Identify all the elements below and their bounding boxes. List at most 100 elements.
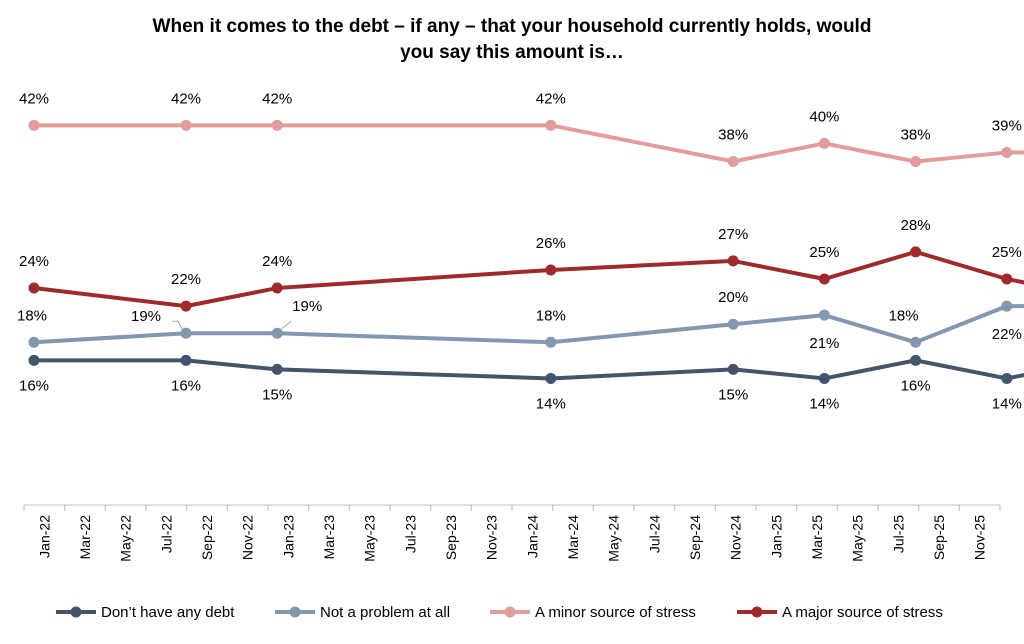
data-label: 14% xyxy=(809,395,839,412)
data-point xyxy=(271,327,283,339)
x-tick-label: Jan-23 xyxy=(280,515,296,558)
data-labels: 16%16%15%14%15%14%16%14%16%16%15%17%17%1… xyxy=(17,90,1022,412)
chart-title-line-1: When it comes to the debt – if any – tha… xyxy=(152,16,872,37)
x-tick-label: Mar-23 xyxy=(321,515,337,560)
label-leader-line xyxy=(280,320,292,330)
data-point xyxy=(271,282,283,294)
data-point xyxy=(1001,146,1013,158)
x-tick-label: Nov-25 xyxy=(972,515,988,560)
data-label: 15% xyxy=(718,386,748,403)
legend-label: A minor source of stress xyxy=(535,604,696,621)
x-tick-label: Jul-24 xyxy=(646,515,662,553)
legend: Don’t have any debt Not a problem at all A… xyxy=(56,604,943,621)
data-point xyxy=(1001,372,1013,384)
data-label: 18% xyxy=(17,307,47,324)
data-label: 18% xyxy=(536,307,566,324)
data-label: 42% xyxy=(536,90,566,107)
data-label: 22% xyxy=(992,326,1022,343)
x-tick-label: Sep-23 xyxy=(443,515,459,560)
data-label: 16% xyxy=(901,377,931,394)
data-label: 42% xyxy=(171,90,201,107)
legend-swatch-marker xyxy=(289,606,301,618)
chart-title: When it comes to the debt – if any – tha… xyxy=(0,14,1024,66)
data-label: 24% xyxy=(262,253,292,270)
data-point xyxy=(818,309,830,321)
legend-label: A major source of stress xyxy=(782,604,943,621)
data-point xyxy=(727,155,739,167)
data-point xyxy=(545,119,557,131)
series-line-0 xyxy=(34,358,1024,381)
data-label: 24% xyxy=(19,253,49,270)
x-axis: Jan-22 Mar-22 May-22 Jul-22 Sep-22 Nov-22 Jan-… xyxy=(23,504,1001,562)
x-tick-label: May-22 xyxy=(118,515,134,562)
data-point xyxy=(818,372,830,384)
x-tick-label: Nov-24 xyxy=(728,515,744,560)
data-point xyxy=(271,119,283,131)
data-point xyxy=(1001,273,1013,285)
x-tick-label: Sep-22 xyxy=(199,515,215,560)
data-point xyxy=(1001,300,1013,312)
x-tick-label: May-25 xyxy=(850,515,866,562)
data-point xyxy=(180,300,192,312)
data-label: 20% xyxy=(718,289,748,306)
data-label: 40% xyxy=(809,108,839,125)
data-label: 39% xyxy=(992,117,1022,134)
data-label: 42% xyxy=(262,90,292,107)
data-point xyxy=(28,119,40,131)
data-point xyxy=(727,255,739,267)
x-tick-label: Sep-24 xyxy=(687,515,703,560)
data-label: 25% xyxy=(809,244,839,261)
legend-label: Not a problem at all xyxy=(320,604,450,621)
series-line-2 xyxy=(34,123,1024,164)
data-point xyxy=(910,155,922,167)
x-tick-label: Sep-25 xyxy=(931,515,947,560)
data-label: 18% xyxy=(889,307,919,324)
data-point xyxy=(180,354,192,366)
x-tick-label: Nov-23 xyxy=(484,515,500,560)
data-point xyxy=(910,354,922,366)
data-point xyxy=(271,363,283,375)
data-label: 27% xyxy=(718,226,748,243)
x-tick-label: Jul-23 xyxy=(402,515,418,553)
legend-swatch-marker xyxy=(70,606,82,618)
data-point xyxy=(545,336,557,348)
data-point xyxy=(910,336,922,348)
data-point xyxy=(545,372,557,384)
data-label: 14% xyxy=(536,395,566,412)
legend-label: Don’t have any debt xyxy=(101,604,235,621)
legend-swatch-marker xyxy=(751,606,763,618)
data-point xyxy=(818,137,830,149)
data-label: 38% xyxy=(718,126,748,143)
x-tick-label: Mar-22 xyxy=(77,515,93,560)
data-label: 15% xyxy=(262,386,292,403)
data-point xyxy=(727,363,739,375)
legend-swatch-marker xyxy=(504,606,516,618)
data-label: 14% xyxy=(992,395,1022,412)
data-label: 22% xyxy=(171,271,201,288)
data-label: 25% xyxy=(992,244,1022,261)
x-tick-label: Mar-24 xyxy=(565,515,581,560)
data-point xyxy=(28,282,40,294)
x-tick-label: Jul-25 xyxy=(890,515,906,553)
data-point xyxy=(545,264,557,276)
x-tick-label: Jan-22 xyxy=(36,515,52,558)
data-point xyxy=(28,354,40,366)
x-tick-label: May-23 xyxy=(362,515,378,562)
chart-title-line-2: you say this amount is… xyxy=(400,42,624,63)
data-label: 19% xyxy=(131,308,161,325)
data-label: 16% xyxy=(19,377,49,394)
x-tick-label: Jul-22 xyxy=(158,515,174,553)
data-point xyxy=(727,318,739,330)
data-label: 28% xyxy=(901,217,931,234)
data-label: 16% xyxy=(171,377,201,394)
data-point xyxy=(910,246,922,258)
data-label: 21% xyxy=(809,335,839,352)
series-lines xyxy=(33,123,1024,381)
data-point xyxy=(28,336,40,348)
x-tick-label: Jan-24 xyxy=(524,515,540,558)
data-label: 42% xyxy=(19,90,49,107)
label-leader-line xyxy=(172,320,183,330)
x-tick-label: Jan-25 xyxy=(768,515,784,558)
data-label: 38% xyxy=(901,126,931,143)
